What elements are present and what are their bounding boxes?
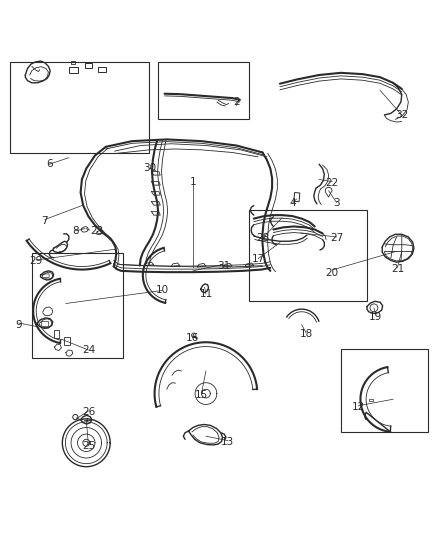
Text: 25: 25	[82, 441, 95, 451]
Bar	[98, 67, 106, 72]
Text: 21: 21	[391, 264, 404, 273]
Text: 29: 29	[30, 256, 43, 266]
Bar	[341, 349, 428, 432]
Text: 3: 3	[333, 198, 340, 207]
Text: 15: 15	[195, 390, 208, 400]
Text: 31: 31	[217, 261, 230, 271]
Bar	[64, 337, 70, 345]
Text: 27: 27	[330, 233, 343, 243]
Text: 9: 9	[15, 320, 22, 330]
Text: 11: 11	[199, 289, 212, 299]
Text: 1: 1	[190, 176, 196, 187]
Bar	[42, 274, 49, 278]
Text: 16: 16	[186, 333, 200, 343]
Bar	[69, 67, 78, 73]
Text: 30: 30	[143, 163, 156, 173]
Text: 24: 24	[82, 345, 95, 355]
Text: 18: 18	[300, 329, 313, 339]
Bar	[71, 61, 75, 64]
Text: 32: 32	[395, 110, 408, 120]
Text: 4: 4	[290, 198, 296, 207]
Text: 7: 7	[42, 216, 48, 226]
Bar	[42, 321, 48, 326]
Text: 19: 19	[369, 312, 382, 321]
Text: 12: 12	[352, 402, 365, 411]
Text: 10: 10	[156, 286, 169, 295]
Text: 22: 22	[325, 178, 339, 188]
Bar	[53, 330, 59, 338]
Text: 26: 26	[82, 407, 95, 417]
Bar	[85, 63, 92, 68]
Text: 6: 6	[46, 159, 53, 169]
Text: 17: 17	[251, 254, 265, 264]
Text: 13: 13	[221, 437, 234, 447]
Bar	[10, 62, 149, 154]
Text: 2: 2	[233, 97, 240, 107]
Bar	[32, 254, 123, 358]
Bar	[369, 399, 373, 401]
Text: 20: 20	[325, 268, 339, 278]
Text: 28: 28	[256, 233, 269, 243]
Bar	[250, 210, 367, 301]
Bar	[158, 62, 250, 118]
Bar	[294, 192, 300, 201]
Text: 8: 8	[72, 226, 79, 236]
Text: 23: 23	[91, 226, 104, 236]
